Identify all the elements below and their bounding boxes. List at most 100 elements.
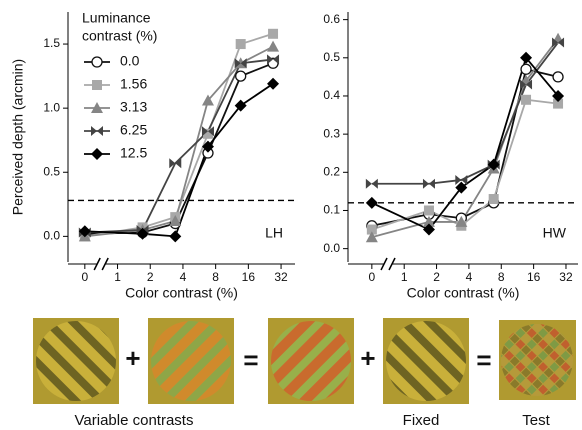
legend-title: Luminance [82, 10, 151, 26]
marker [234, 58, 247, 69]
marker [487, 158, 500, 171]
marker [136, 227, 149, 240]
marker [423, 205, 434, 216]
stimulus-label: Test [522, 412, 550, 429]
operator: + [125, 343, 140, 373]
y-tick-label: 0.6 [323, 12, 340, 26]
x-tick-label: 8 [498, 270, 505, 284]
marker [234, 99, 247, 112]
y-tick-label: 0.2 [323, 164, 340, 178]
series-line [84, 32, 274, 238]
marker [553, 98, 564, 109]
marker [202, 128, 213, 139]
y-tick-label: 1.5 [43, 36, 60, 50]
marker [169, 158, 182, 169]
x-tick-label: 4 [180, 270, 187, 284]
marker [422, 215, 435, 227]
x-tick-label: 0 [81, 270, 88, 284]
x-axis-title: Color contrast (%) [407, 285, 520, 301]
legend-marker [91, 56, 103, 68]
marker [455, 174, 468, 185]
marker [520, 51, 533, 64]
legend-label: 1.56 [120, 76, 147, 92]
axis-break [101, 257, 109, 271]
grating [36, 321, 116, 401]
legend-marker [91, 102, 103, 113]
marker [552, 71, 564, 83]
marker [455, 215, 468, 227]
marker [422, 223, 435, 236]
marker [267, 77, 280, 90]
marker [201, 94, 214, 106]
marker [267, 54, 280, 65]
y-tick-label: 0.5 [43, 164, 60, 178]
marker [235, 70, 247, 82]
grating [271, 321, 351, 401]
x-tick-label: 32 [559, 270, 573, 284]
marker [268, 28, 279, 39]
x-tick-label: 4 [466, 270, 473, 284]
grating [151, 321, 231, 401]
y-tick-label: 0.0 [323, 241, 340, 255]
marker [365, 196, 378, 209]
marker [552, 89, 565, 102]
marker [201, 126, 214, 137]
series-line [371, 55, 559, 231]
x-tick-label: 2 [433, 270, 440, 284]
marker [78, 225, 91, 238]
y-tick-label: 0.5 [323, 50, 340, 64]
operator: = [243, 345, 258, 375]
legend-label: 3.13 [120, 99, 147, 115]
legend-label: 6.25 [120, 122, 147, 138]
legend-label: 12.5 [120, 145, 147, 161]
legend-marker [91, 126, 103, 136]
marker [169, 214, 182, 226]
y-tick-label: 0.4 [323, 88, 340, 102]
grating [386, 321, 466, 401]
marker [267, 40, 280, 52]
marker [552, 37, 565, 48]
x-tick-label: 8 [212, 270, 219, 284]
axis-break [380, 257, 388, 271]
x-tick-label: 16 [242, 270, 256, 284]
y-tick-label: 1.0 [43, 100, 60, 114]
x-tick-label: 1 [114, 270, 121, 284]
marker [520, 63, 532, 75]
panel-label: LH [265, 225, 283, 241]
y-tick-label: 0.1 [323, 203, 340, 217]
stimuli: + = + = Variable contrasts Fixed Test [33, 318, 576, 429]
y-tick-label: 0.3 [323, 126, 340, 140]
marker [201, 140, 214, 153]
marker [455, 181, 468, 194]
x-tick-label: 16 [527, 270, 541, 284]
operator: = [476, 345, 491, 375]
marker [488, 194, 499, 205]
plaid [501, 324, 573, 396]
x-tick-label: 32 [274, 270, 288, 284]
stimulus-label: Variable contrasts [75, 412, 194, 429]
marker [235, 39, 246, 50]
marker [521, 94, 532, 105]
series-line [371, 98, 559, 231]
legend-marker [91, 148, 103, 160]
legend-label: 0.0 [120, 53, 140, 69]
x-tick-label: 0 [369, 270, 376, 284]
marker [520, 79, 533, 90]
x-tick-label: 2 [147, 270, 154, 284]
marker [169, 230, 182, 243]
x-axis-title: Color contrast (%) [125, 285, 238, 301]
y-axis-title: Perceived depth (arcmin) [10, 59, 26, 215]
operator: + [360, 343, 375, 373]
series-line [371, 41, 559, 185]
marker [366, 224, 377, 235]
axis-break [388, 257, 396, 271]
legend-title: contrast (%) [82, 28, 157, 44]
marker [422, 178, 435, 189]
x-tick-label: 1 [401, 270, 408, 284]
stimulus-label: Fixed [403, 412, 440, 429]
marker [365, 231, 378, 243]
axis-break [93, 257, 101, 271]
series-line [84, 83, 274, 238]
